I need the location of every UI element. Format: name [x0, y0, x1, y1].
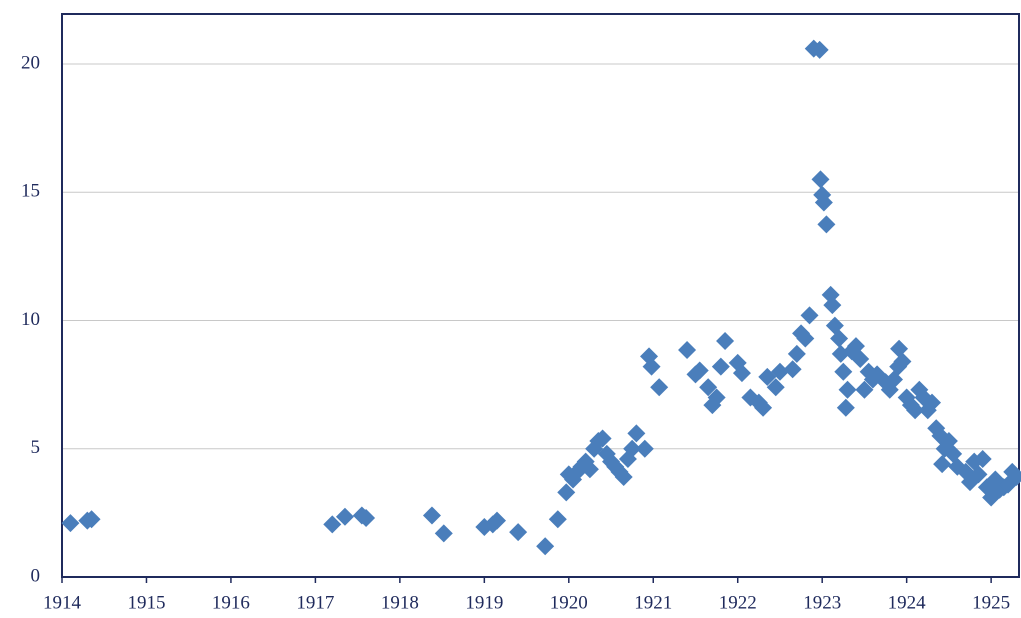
point [923, 393, 941, 412]
point [548, 510, 567, 529]
point [800, 306, 819, 325]
y-tick-label: 20 [21, 52, 40, 73]
point [969, 465, 988, 484]
point [893, 352, 912, 371]
point [851, 349, 870, 368]
plot-frame [61, 13, 1020, 578]
x-tick-label: 1921 [634, 592, 672, 613]
point [836, 398, 855, 417]
point [509, 523, 528, 542]
x-tick-label: 1914 [43, 592, 82, 613]
point [635, 439, 654, 458]
point [855, 380, 874, 399]
point [61, 514, 80, 533]
point [834, 362, 853, 381]
point [933, 455, 952, 474]
point [711, 357, 730, 376]
point [627, 424, 646, 443]
point [335, 507, 354, 526]
point [642, 357, 661, 376]
x-tick-label: 1924 [888, 592, 927, 613]
point [838, 380, 857, 399]
point [580, 460, 599, 479]
x-tick-label: 1923 [803, 592, 841, 613]
point [770, 362, 789, 381]
point [650, 378, 669, 397]
point [811, 170, 830, 189]
x-tick-label: 1918 [381, 592, 419, 613]
point [536, 537, 555, 556]
point [699, 378, 718, 397]
point [614, 467, 633, 486]
point [814, 193, 833, 212]
point [754, 398, 773, 417]
x-tick-label: 1925 [972, 592, 1010, 613]
point [690, 361, 709, 380]
point [783, 360, 802, 379]
point [422, 506, 441, 525]
point [890, 339, 909, 358]
x-tick-label: 1917 [296, 592, 334, 613]
x-tick-label: 1922 [719, 592, 757, 613]
point [623, 439, 642, 458]
point [557, 483, 576, 502]
point [830, 329, 849, 348]
point [434, 524, 453, 543]
x-tick-label: 1915 [127, 592, 165, 613]
point [488, 511, 506, 530]
point [732, 364, 751, 383]
point [707, 388, 726, 407]
point [82, 510, 101, 529]
point [796, 329, 815, 348]
point [823, 296, 842, 315]
point [1007, 467, 1021, 486]
point [787, 344, 806, 363]
point [766, 378, 785, 397]
point [678, 341, 697, 360]
x-tick-label: 1919 [465, 592, 503, 613]
x-tick-label: 1916 [212, 592, 250, 613]
x-tick-label: 1920 [550, 592, 588, 613]
y-tick-label: 15 [21, 181, 40, 202]
y-tick-label: 5 [31, 437, 41, 458]
point [593, 429, 612, 448]
point [906, 401, 925, 420]
point [817, 215, 836, 234]
point [810, 40, 829, 59]
point [357, 509, 376, 528]
point [716, 332, 735, 351]
y-tick-label: 10 [21, 309, 40, 330]
point [973, 450, 992, 469]
y-tick-label: 0 [31, 565, 41, 586]
point [323, 515, 342, 534]
